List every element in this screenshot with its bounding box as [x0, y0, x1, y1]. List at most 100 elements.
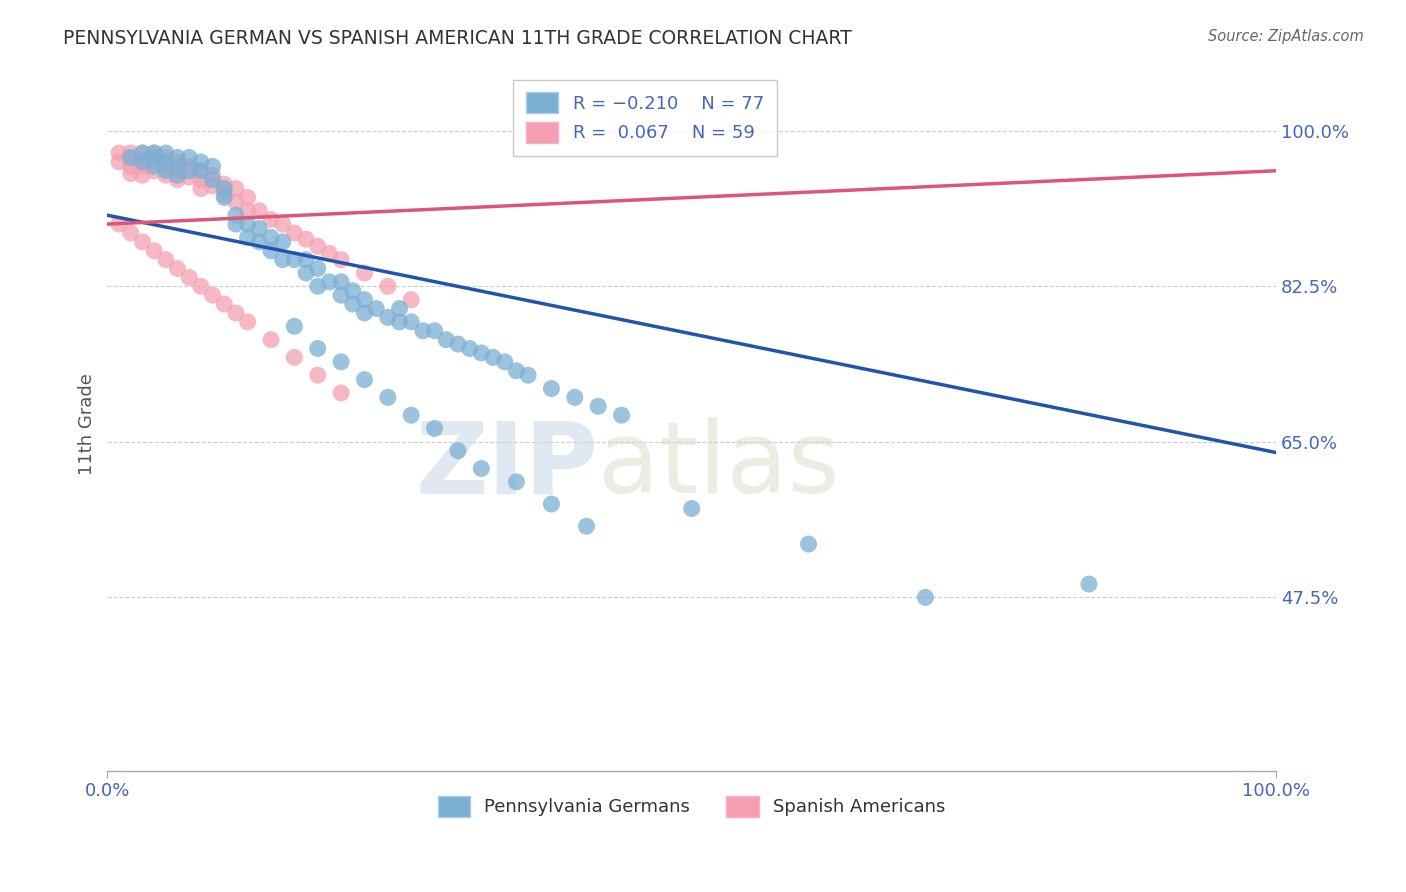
Point: [540, 497, 562, 511]
Point: [166, 159, 188, 173]
Point: [247, 203, 270, 218]
Point: [564, 391, 586, 405]
Point: [143, 159, 166, 173]
Point: [166, 168, 188, 182]
Point: [388, 301, 411, 316]
Point: [366, 301, 388, 316]
Point: [236, 230, 259, 244]
Point: [353, 293, 375, 307]
Point: [470, 461, 492, 475]
Point: [271, 235, 294, 249]
Point: [201, 168, 224, 182]
Point: [1078, 577, 1101, 591]
Point: [399, 315, 422, 329]
Text: ZIP: ZIP: [415, 417, 598, 514]
Point: [108, 217, 131, 231]
Point: [307, 279, 329, 293]
Point: [155, 146, 177, 161]
Point: [681, 501, 703, 516]
Point: [586, 399, 609, 413]
Point: [120, 152, 142, 166]
Point: [236, 190, 259, 204]
Point: [458, 342, 481, 356]
Point: [166, 150, 188, 164]
Point: [143, 163, 166, 178]
Point: [201, 178, 224, 193]
Point: [155, 252, 177, 267]
Point: [295, 266, 318, 280]
Point: [330, 355, 353, 369]
Point: [155, 159, 177, 173]
Text: Source: ZipAtlas.com: Source: ZipAtlas.com: [1208, 29, 1364, 44]
Point: [201, 288, 224, 302]
Point: [377, 391, 399, 405]
Point: [212, 181, 235, 195]
Point: [155, 154, 177, 169]
Point: [166, 261, 188, 276]
Point: [540, 382, 562, 396]
Point: [330, 252, 353, 267]
Point: [131, 168, 153, 182]
Point: [179, 169, 201, 184]
Point: [190, 163, 212, 178]
Point: [143, 146, 166, 161]
Point: [353, 373, 375, 387]
Point: [166, 163, 188, 178]
Point: [179, 159, 201, 173]
Point: [447, 337, 470, 351]
Point: [155, 163, 177, 178]
Point: [377, 279, 399, 293]
Point: [143, 150, 166, 164]
Point: [283, 351, 305, 365]
Point: [307, 342, 329, 356]
Point: [212, 190, 235, 204]
Point: [212, 187, 235, 202]
Point: [307, 261, 329, 276]
Point: [120, 159, 142, 173]
Point: [307, 239, 329, 253]
Point: [423, 324, 446, 338]
Point: [143, 244, 166, 258]
Point: [494, 355, 516, 369]
Point: [575, 519, 598, 533]
Point: [236, 203, 259, 218]
Point: [225, 306, 247, 320]
Point: [120, 166, 142, 180]
Point: [260, 333, 283, 347]
Text: atlas: atlas: [598, 417, 839, 514]
Point: [225, 194, 247, 209]
Point: [166, 154, 188, 169]
Y-axis label: 11th Grade: 11th Grade: [79, 373, 96, 475]
Point: [247, 235, 270, 249]
Point: [271, 252, 294, 267]
Text: PENNSYLVANIA GERMAN VS SPANISH AMERICAN 11TH GRADE CORRELATION CHART: PENNSYLVANIA GERMAN VS SPANISH AMERICAN …: [63, 29, 852, 47]
Point: [225, 217, 247, 231]
Point: [353, 266, 375, 280]
Point: [318, 246, 340, 260]
Point: [131, 146, 153, 161]
Point: [120, 146, 142, 161]
Point: [190, 163, 212, 178]
Legend: Pennsylvania Germans, Spanish Americans: Pennsylvania Germans, Spanish Americans: [430, 789, 953, 824]
Point: [342, 297, 364, 311]
Point: [120, 226, 142, 240]
Point: [143, 154, 166, 169]
Point: [108, 154, 131, 169]
Point: [108, 146, 131, 161]
Point: [342, 284, 364, 298]
Point: [505, 364, 527, 378]
Point: [353, 306, 375, 320]
Point: [307, 368, 329, 383]
Point: [190, 181, 212, 195]
Point: [283, 252, 305, 267]
Point: [260, 212, 283, 227]
Point: [225, 181, 247, 195]
Point: [120, 150, 142, 164]
Point: [155, 150, 177, 164]
Point: [482, 351, 505, 365]
Point: [517, 368, 540, 383]
Point: [131, 159, 153, 173]
Point: [131, 154, 153, 169]
Point: [179, 150, 201, 164]
Point: [914, 591, 936, 605]
